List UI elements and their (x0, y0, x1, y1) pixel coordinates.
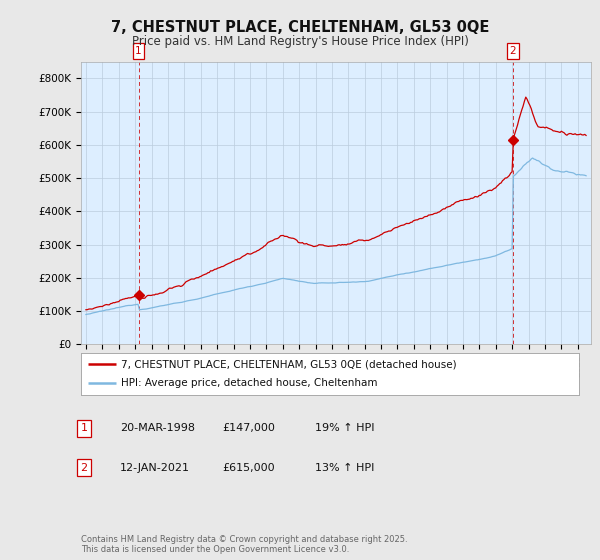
Text: Price paid vs. HM Land Registry's House Price Index (HPI): Price paid vs. HM Land Registry's House … (131, 35, 469, 48)
Text: 1: 1 (80, 423, 88, 433)
Text: HPI: Average price, detached house, Cheltenham: HPI: Average price, detached house, Chel… (121, 379, 377, 389)
Text: 12-JAN-2021: 12-JAN-2021 (120, 463, 190, 473)
Text: 13% ↑ HPI: 13% ↑ HPI (315, 463, 374, 473)
Text: 2: 2 (509, 46, 516, 56)
Text: 19% ↑ HPI: 19% ↑ HPI (315, 423, 374, 433)
Text: 7, CHESTNUT PLACE, CHELTENHAM, GL53 0QE: 7, CHESTNUT PLACE, CHELTENHAM, GL53 0QE (111, 20, 489, 35)
Text: Contains HM Land Registry data © Crown copyright and database right 2025.
This d: Contains HM Land Registry data © Crown c… (81, 535, 407, 554)
Text: 20-MAR-1998: 20-MAR-1998 (120, 423, 195, 433)
Text: 7, CHESTNUT PLACE, CHELTENHAM, GL53 0QE (detached house): 7, CHESTNUT PLACE, CHELTENHAM, GL53 0QE … (121, 359, 457, 369)
Text: £615,000: £615,000 (222, 463, 275, 473)
Text: 1: 1 (135, 46, 142, 56)
Text: £147,000: £147,000 (222, 423, 275, 433)
Text: 2: 2 (80, 463, 88, 473)
